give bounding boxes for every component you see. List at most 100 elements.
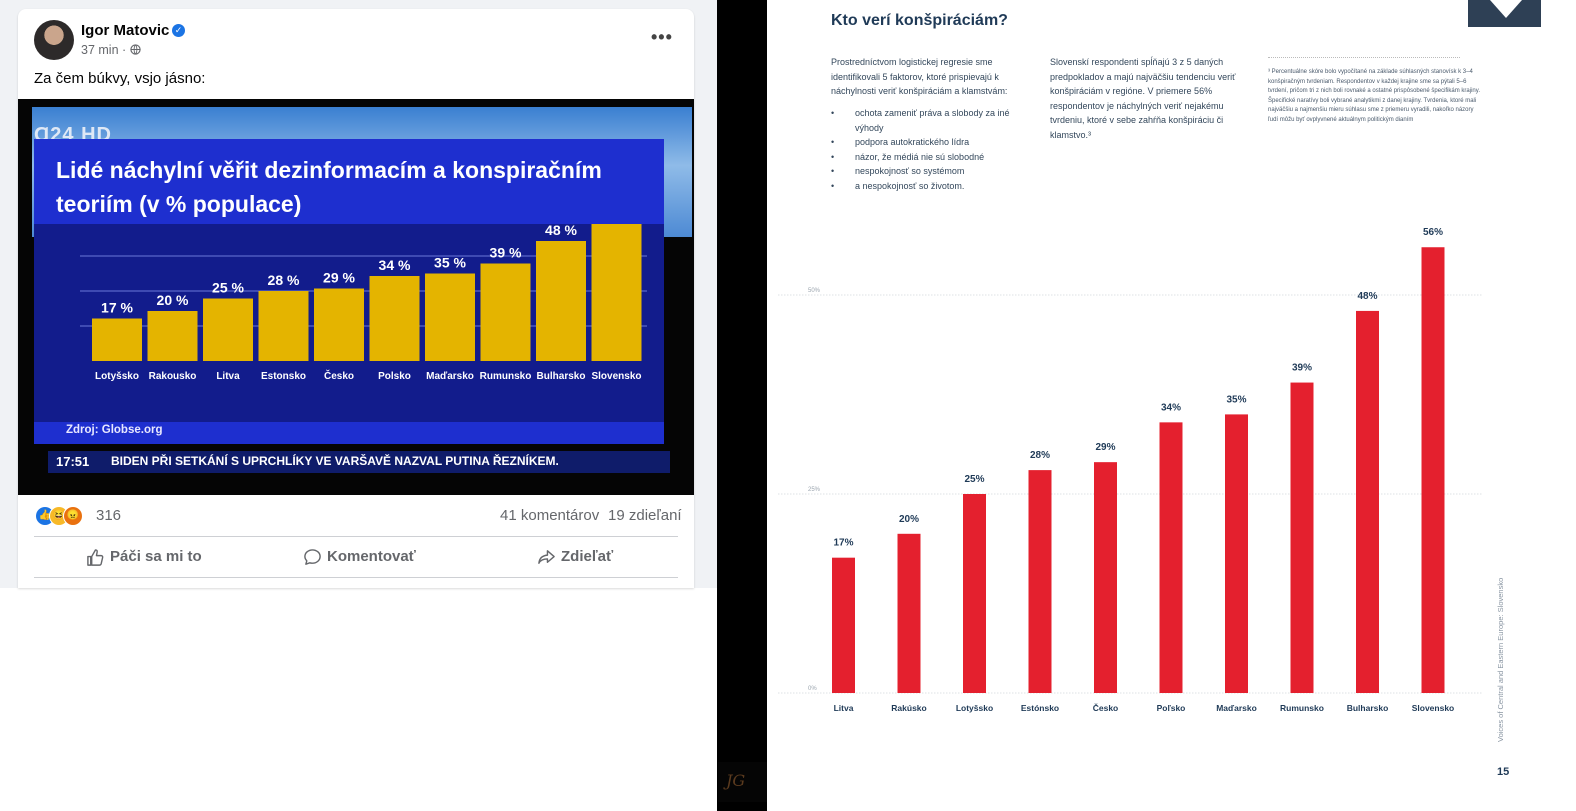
post-time[interactable]: 37 min · bbox=[81, 43, 141, 57]
list-item: názor, že médiá nie sú slobodné bbox=[831, 150, 1041, 165]
bar-value-label: 48% bbox=[1357, 291, 1377, 302]
bar-value-label: 17% bbox=[833, 538, 853, 549]
category-label: Česko bbox=[324, 369, 354, 382]
bar-value-label: 25 % bbox=[212, 280, 244, 296]
bar-value-label: 28% bbox=[1030, 450, 1050, 461]
category-label: Lotyšsko bbox=[95, 371, 139, 382]
list-item: nespokojnosť so systémom bbox=[831, 164, 1041, 179]
tv-bar-chart: 17 % Lotyšsko 20 % Rakousko 25 % Litva 28 % Est… bbox=[80, 224, 647, 382]
category-label: Polsko bbox=[378, 371, 411, 382]
bar-value-label: 48 % bbox=[545, 224, 577, 238]
y-tick-label: 25% bbox=[808, 487, 821, 493]
list-item: podpora autokratického lídra bbox=[831, 135, 1041, 150]
bar-value-label: 34% bbox=[1161, 402, 1181, 413]
bar bbox=[536, 241, 586, 361]
bar-value-label: 39% bbox=[1292, 363, 1312, 374]
avatar[interactable] bbox=[34, 20, 74, 60]
bar-value-label: 29 % bbox=[323, 270, 355, 286]
comment-count[interactable]: 41 komentárov bbox=[500, 507, 600, 524]
bar bbox=[1028, 470, 1052, 693]
list-item: a nespokojnosť so životom. bbox=[831, 179, 1041, 194]
y-tick-label: 50% bbox=[808, 288, 821, 294]
reaction-icons[interactable]: 👍 😆 😠 bbox=[35, 506, 93, 526]
footnote: ³ Percentuálne skóre bolo vypočítané na … bbox=[1268, 69, 1480, 123]
bar-value-label: 34 % bbox=[379, 257, 411, 273]
report-slovak-text: Slovenskí respondenti spĺňajú 3 z 5 daný… bbox=[1050, 57, 1236, 140]
bar bbox=[1225, 414, 1248, 693]
category-label: Lotyšsko bbox=[956, 703, 993, 713]
category-label: Litva bbox=[216, 371, 240, 382]
bar bbox=[591, 224, 642, 361]
bar bbox=[897, 533, 921, 693]
post-author[interactable]: Igor Matovic bbox=[81, 22, 170, 39]
tv-ticker bbox=[48, 451, 670, 473]
bar bbox=[203, 298, 253, 361]
bar-value-label: 17 % bbox=[101, 300, 133, 316]
comment-button[interactable]: Komentovať bbox=[304, 548, 416, 565]
category-label: Slovensko bbox=[1412, 703, 1455, 713]
factor-list: ochota zameniť práva a slobody za iné vý… bbox=[831, 106, 1041, 193]
bar-value-label: 35 % bbox=[434, 255, 466, 271]
share-button[interactable]: Zdieľať bbox=[538, 548, 613, 565]
bar bbox=[92, 318, 142, 361]
bar bbox=[1094, 462, 1117, 693]
bar-value-label: 20% bbox=[899, 514, 919, 525]
divider bbox=[34, 577, 678, 578]
report-side-text: Voices of Central and Eastern Europe: Sl… bbox=[1496, 577, 1505, 742]
list-item: ochota zameniť práva a slobody za iné vý… bbox=[831, 106, 1025, 135]
report-intro-text: Prostredníctvom logistickej regresie sme… bbox=[831, 57, 1008, 96]
globe-icon bbox=[129, 44, 141, 55]
tv-news-ticker: BIDEN PŘI SETKÁNÍ S UPRCHLÍKY VE VARŠAVĚ… bbox=[111, 454, 559, 468]
reaction-count[interactable]: 316 bbox=[96, 507, 122, 524]
bar bbox=[314, 288, 364, 361]
watermark-logo: JG bbox=[726, 771, 746, 790]
category-label: Maďarsko bbox=[426, 371, 474, 382]
more-icon[interactable]: ••• bbox=[651, 27, 673, 47]
tv-chart-title-line2: teoriím (v % populace) bbox=[56, 191, 302, 217]
tv-time: 17:51 bbox=[56, 454, 90, 469]
y-tick-label: 0% bbox=[808, 686, 817, 692]
divider bbox=[34, 536, 678, 537]
bar-value-label: 56% bbox=[1423, 227, 1443, 238]
bar-value-label: 20 % bbox=[157, 292, 189, 308]
category-label: Estónsko bbox=[1021, 703, 1059, 713]
category-label: Poľsko bbox=[1157, 703, 1186, 713]
report-title: Kto verí konšpiráciám? bbox=[831, 12, 1008, 29]
bar-value-label: 39 % bbox=[490, 245, 522, 261]
watermark-box bbox=[718, 762, 768, 802]
page-number: 15 bbox=[1497, 766, 1510, 778]
bar bbox=[258, 291, 309, 361]
angry-reaction-icon: 😠 bbox=[63, 506, 83, 526]
bar bbox=[425, 273, 475, 361]
tv-source: Zdroj: Globse.org bbox=[66, 424, 163, 436]
bar bbox=[147, 311, 198, 361]
share-icon bbox=[538, 550, 555, 564]
report-bar-chart: 0% 25% 50% 17% Litva 20% Rakúsko 25% Lotyšsko 28%… bbox=[778, 227, 1482, 713]
bar bbox=[1421, 247, 1445, 694]
chevron-down-icon bbox=[1490, 0, 1522, 18]
post-text: Za čem búkvy, vsjo jásno: bbox=[34, 70, 206, 87]
category-label: Estonsko bbox=[261, 371, 306, 382]
bar-value-label: 35% bbox=[1226, 394, 1246, 405]
category-label: Slovensko bbox=[591, 371, 641, 382]
category-label: Rumunsko bbox=[1280, 703, 1324, 713]
post-photo[interactable]: Ɑ24 HD Lidé náchylní věřit dezinformacím… bbox=[18, 99, 694, 495]
bar bbox=[1356, 310, 1379, 693]
category-label: Bulharsko bbox=[537, 371, 586, 382]
bar-value-label: 28 % bbox=[268, 272, 300, 288]
category-label: Rakousko bbox=[149, 371, 197, 382]
category-label: Rakúsko bbox=[891, 703, 926, 713]
like-button[interactable]: Páči sa mi to bbox=[87, 548, 202, 566]
tv-chart-title-line1: Lidé náchylní věřit dezinformacím a kons… bbox=[56, 157, 602, 183]
bar bbox=[1290, 382, 1314, 693]
like-icon bbox=[87, 549, 104, 566]
bar-value-label: 25% bbox=[964, 474, 984, 485]
bar bbox=[963, 494, 986, 693]
category-label: Rumunsko bbox=[480, 371, 532, 382]
share-count[interactable]: 19 zdieľaní bbox=[608, 507, 682, 524]
bar bbox=[369, 276, 420, 361]
bar bbox=[1159, 422, 1183, 693]
comment-icon bbox=[304, 549, 321, 565]
divider bbox=[1268, 57, 1460, 59]
bar bbox=[480, 263, 531, 361]
